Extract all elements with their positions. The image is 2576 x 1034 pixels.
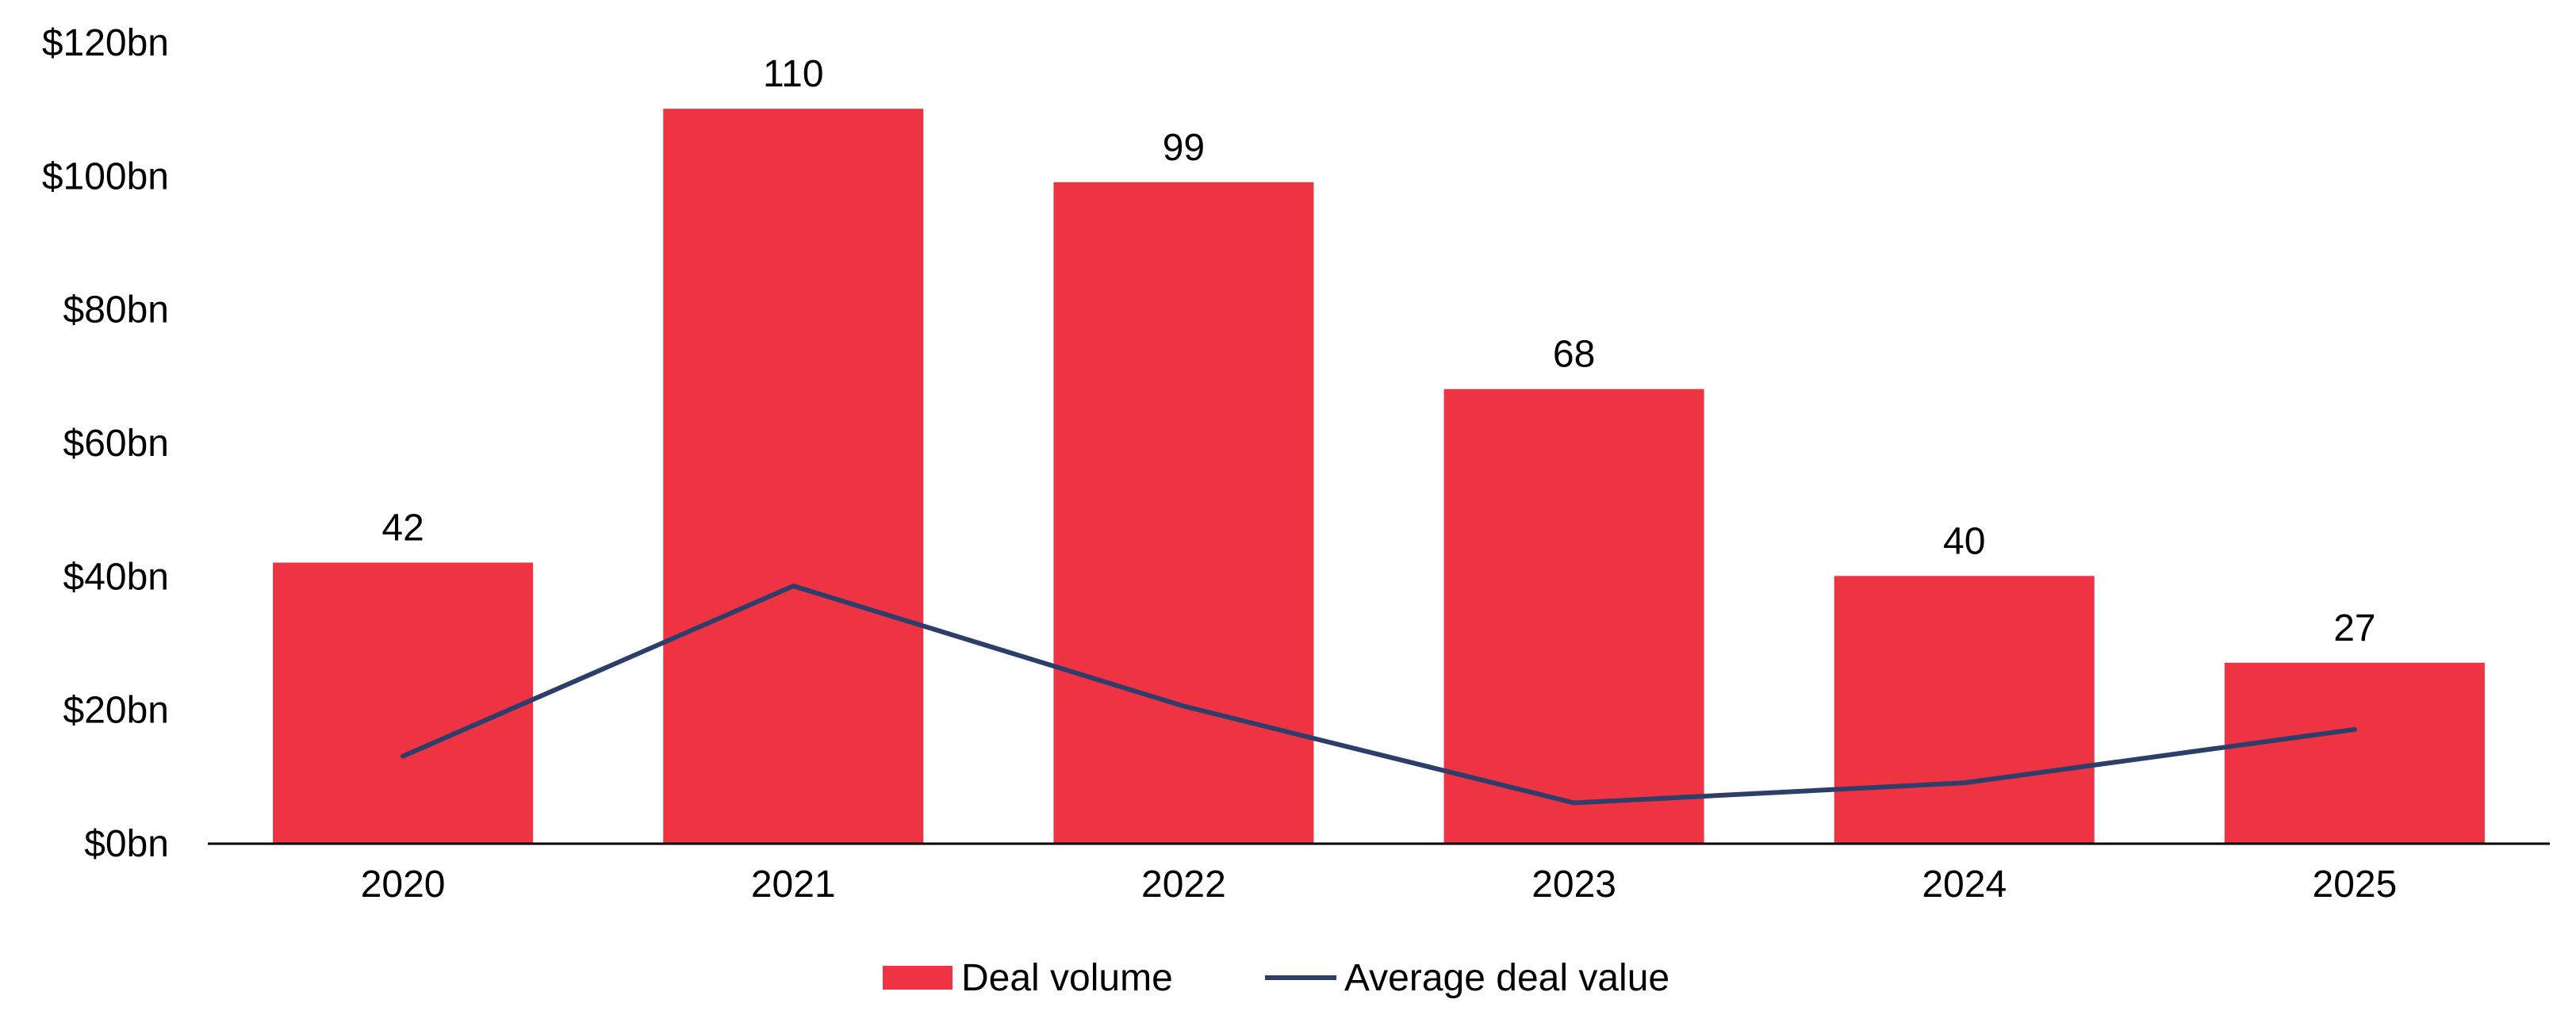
x-axis: 2020 2021 2022 2023 2024 2025 (208, 842, 2550, 906)
x-tick-label: 2020 (361, 864, 446, 906)
y-tick-label: $120bn (42, 22, 169, 64)
legend: Deal volume Average deal value (883, 957, 1669, 999)
bar-data-label: 99 (1163, 127, 1205, 169)
bar-data-labels: 42 110 99 68 40 27 (381, 53, 2375, 649)
bar (663, 109, 924, 843)
bar-series-deal-volume (273, 109, 2485, 844)
y-axis: $0bn $20bn $40bn $60bn $80bn $100bn $120bn (42, 22, 169, 865)
y-tick-label: $20bn (63, 690, 169, 732)
y-tick-label: $0bn (84, 823, 169, 865)
bar-data-label: 42 (381, 507, 424, 550)
y-tick-label: $40bn (63, 556, 169, 598)
x-tick-label: 2025 (2313, 864, 2398, 906)
bar (273, 562, 534, 843)
y-tick-label: $60bn (63, 423, 169, 465)
average-deal-value-line (401, 583, 2357, 806)
x-tick-label: 2022 (1141, 864, 1226, 906)
x-tick-label: 2021 (751, 864, 836, 906)
bar (1053, 182, 1314, 843)
x-tick-label: 2023 (1531, 864, 1616, 906)
legend-label-deal-volume: Deal volume (961, 957, 1173, 999)
bar-data-label: 27 (2333, 607, 2375, 649)
bar-data-label: 110 (763, 53, 824, 95)
bar (1443, 389, 1704, 844)
line-series-average-deal-value (401, 583, 2357, 806)
bar (1834, 576, 2095, 843)
x-tick-label: 2024 (1922, 864, 2007, 906)
bar (2224, 662, 2485, 843)
bar-data-label: 68 (1553, 334, 1595, 376)
legend-label-average-deal-value: Average deal value (1344, 957, 1669, 999)
legend-swatch-deal-volume (883, 966, 953, 990)
bar-data-label: 40 (1943, 520, 1985, 562)
y-tick-label: $100bn (42, 155, 169, 197)
y-tick-label: $80bn (63, 289, 169, 331)
